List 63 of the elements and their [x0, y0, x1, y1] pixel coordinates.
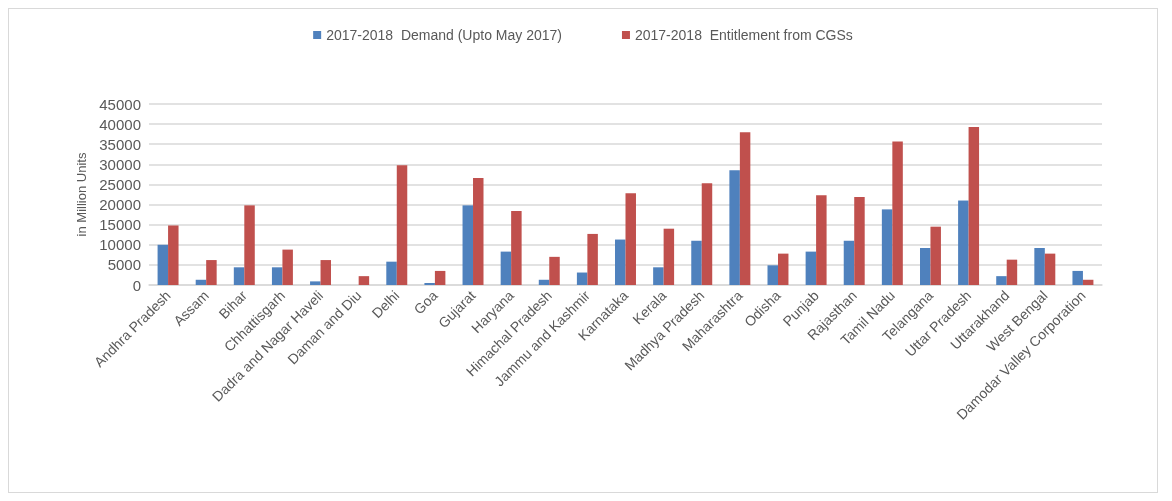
bar [511, 210, 522, 285]
bar [615, 239, 626, 285]
bar [434, 270, 446, 285]
bar [739, 132, 751, 285]
bar [244, 205, 255, 285]
y-tick-label: 35000 [99, 135, 141, 153]
bar [816, 195, 827, 285]
bar [320, 260, 332, 285]
legend-label: 2017-2018 Demand (Upto May 2017) [326, 27, 562, 43]
y-tick-label: 10000 [99, 236, 141, 254]
x-tick-label: Goa [410, 287, 441, 318]
bar [958, 200, 969, 285]
bar [168, 225, 179, 285]
bar [1034, 248, 1045, 285]
y-tick-label: 30000 [99, 155, 141, 173]
bar [473, 178, 484, 285]
bar [663, 228, 675, 285]
bar [854, 196, 865, 285]
bar [996, 276, 1007, 285]
y-tick-label: 5000 [107, 256, 141, 274]
bar [358, 276, 370, 285]
bar [625, 193, 636, 285]
y-tick-label: 15000 [99, 216, 141, 234]
bar [1044, 253, 1056, 285]
bar [549, 256, 560, 285]
bar [576, 272, 588, 285]
bar [701, 183, 713, 285]
bar [729, 170, 740, 285]
y-tick-label: 25000 [99, 175, 141, 193]
bar [195, 279, 207, 285]
y-tick-label: 45000 [99, 95, 141, 113]
bar [777, 253, 789, 285]
bar [587, 233, 598, 285]
bar [396, 165, 408, 285]
bar [930, 226, 941, 285]
bar [386, 261, 397, 285]
bar [691, 240, 702, 285]
bar [462, 205, 474, 285]
y-tick-label: 20000 [99, 196, 141, 214]
bar [892, 141, 903, 285]
bar [538, 279, 550, 285]
bar [206, 260, 217, 285]
bar [968, 126, 980, 285]
bar [500, 251, 512, 285]
bar [881, 209, 893, 285]
bar [767, 265, 778, 285]
legend-label: 2017-2018 Entitlement from CGSs [634, 27, 853, 43]
y-tick-label: 0 [132, 276, 141, 294]
bar [1006, 259, 1018, 285]
bar [919, 248, 931, 285]
bar [805, 251, 817, 285]
y-tick-label: 40000 [99, 115, 141, 133]
bar [843, 240, 855, 285]
bar [282, 249, 293, 285]
bar [271, 267, 283, 285]
bar [310, 281, 321, 285]
bar [1072, 270, 1083, 285]
bar [653, 267, 664, 285]
bar [1082, 279, 1094, 285]
bar [233, 267, 245, 285]
bar [424, 282, 435, 285]
y-axis-title: in Million Units [74, 152, 90, 237]
bar [157, 244, 169, 285]
